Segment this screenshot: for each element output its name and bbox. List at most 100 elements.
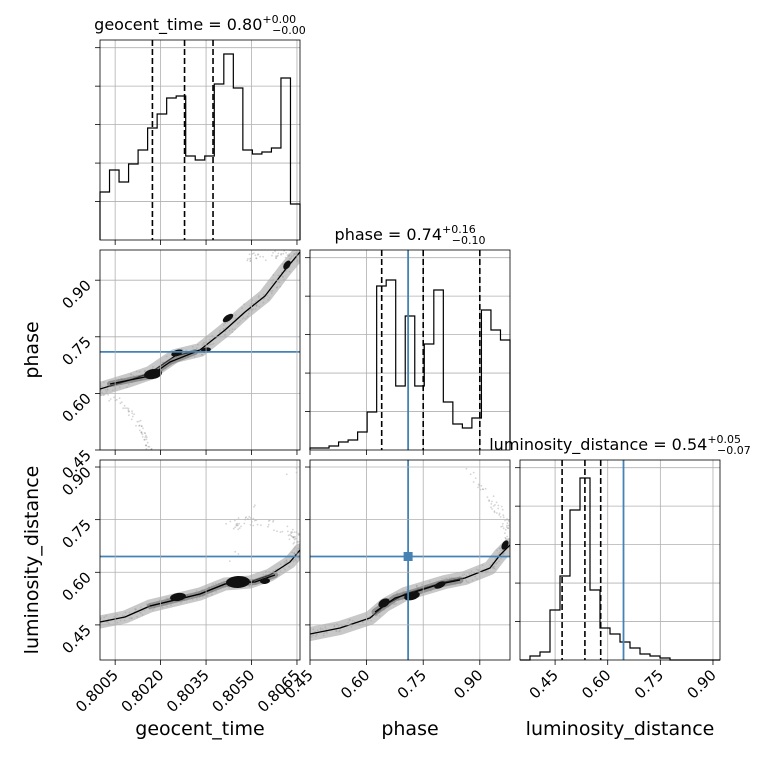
panel-title: geocent_time = 0.80+0.00 −0.00 xyxy=(94,13,306,37)
sample-dot xyxy=(234,526,237,529)
sample-dot xyxy=(501,522,504,525)
sample-dot xyxy=(256,523,259,526)
sample-dot xyxy=(477,486,479,489)
sample-dot xyxy=(127,409,130,412)
sample-dot xyxy=(249,524,252,526)
sample-dot xyxy=(267,520,270,522)
sample-dot xyxy=(234,550,237,553)
sample-dot xyxy=(289,533,291,536)
sample-dot xyxy=(474,477,477,479)
sample-dot xyxy=(486,496,489,498)
sample-dot xyxy=(247,258,249,260)
y-axis-label: phase xyxy=(21,321,43,378)
sample-dot xyxy=(491,508,493,510)
truth-marker xyxy=(403,551,413,561)
sample-dot xyxy=(276,255,278,258)
sample-dot xyxy=(277,254,279,257)
x-tick-label: 0.8005 xyxy=(72,666,122,716)
sample-dot xyxy=(298,534,300,536)
sample-dot xyxy=(144,444,147,447)
sample-dot xyxy=(228,560,231,562)
sample-dot xyxy=(290,531,292,533)
sample-dot xyxy=(288,538,291,541)
sample-dot xyxy=(493,511,496,514)
sample-dot xyxy=(501,525,504,528)
sample-dot xyxy=(124,407,126,409)
sample-dot xyxy=(502,514,505,517)
sample-dot xyxy=(237,528,240,531)
sample-dot xyxy=(272,520,274,523)
panel-frame xyxy=(99,459,301,661)
x-tick-label: 0.75 xyxy=(394,666,430,702)
sample-dot xyxy=(504,532,506,535)
panel-frame xyxy=(99,39,301,241)
sample-dot xyxy=(245,516,248,518)
sample-dot xyxy=(252,524,255,527)
sample-dot xyxy=(252,517,255,520)
sample-dot xyxy=(138,420,140,423)
sample-dot xyxy=(293,536,295,538)
sample-dot xyxy=(131,415,134,418)
x-tick-label: 0.60 xyxy=(337,666,373,702)
sample-dot xyxy=(254,504,256,507)
y-tick-label: 0.60 xyxy=(58,568,94,604)
sample-dot xyxy=(276,530,278,533)
histogram-luminosity_distance xyxy=(520,477,720,661)
sample-dot xyxy=(143,438,146,441)
density-peak xyxy=(434,581,446,589)
sample-dot xyxy=(512,539,514,541)
sample-dot xyxy=(109,398,112,400)
sample-dot xyxy=(119,402,122,405)
sample-dot xyxy=(255,257,258,260)
sample-dot xyxy=(502,527,505,530)
sample-dot xyxy=(469,473,472,476)
sample-dot xyxy=(294,537,297,540)
sample-dot xyxy=(131,412,134,415)
sample-dot xyxy=(145,448,148,450)
sample-dot xyxy=(495,512,498,514)
sample-dot xyxy=(235,524,238,527)
sample-dot xyxy=(248,253,251,256)
sample-dot xyxy=(140,431,143,434)
sample-dot xyxy=(275,257,278,259)
panel-frame xyxy=(309,459,511,661)
sample-dot xyxy=(267,523,270,526)
sample-dot xyxy=(123,404,126,407)
sample-dot xyxy=(293,531,296,533)
sample-dot xyxy=(147,445,150,448)
sample-dot xyxy=(281,530,284,533)
sample-dot xyxy=(130,418,133,421)
sample-dot xyxy=(138,429,141,432)
sample-dot xyxy=(506,522,509,524)
sample-dot xyxy=(282,252,285,255)
sample-dot xyxy=(506,535,509,538)
x-axis-label: luminosity_distance xyxy=(526,718,715,740)
sample-dot xyxy=(136,420,139,423)
sample-dot xyxy=(260,524,262,527)
panel-frame xyxy=(309,249,511,451)
sample-dot xyxy=(240,525,242,528)
density-peak xyxy=(283,260,291,270)
x-tick-label: 0.8050 xyxy=(208,666,258,716)
sample-dot xyxy=(248,515,251,518)
sample-dot xyxy=(272,252,274,254)
y-tick-label: 0.90 xyxy=(58,276,94,312)
sample-dot xyxy=(142,427,144,430)
density-peak xyxy=(222,313,234,323)
x-tick-label: 0.60 xyxy=(578,666,614,702)
y-tick-label: 0.75 xyxy=(58,516,94,552)
sample-dot xyxy=(472,471,475,474)
ridge-contour xyxy=(100,251,300,390)
sample-dot xyxy=(287,530,289,533)
sample-dot xyxy=(140,432,143,435)
sample-dot xyxy=(243,522,246,525)
sample-dot xyxy=(97,621,99,623)
sample-dot xyxy=(127,410,130,413)
sample-dot xyxy=(145,434,147,437)
sample-dot xyxy=(494,504,496,506)
sample-dot xyxy=(255,257,258,259)
sample-dot xyxy=(237,553,240,555)
panel-title: luminosity_distance = 0.54+0.05 −0.07 xyxy=(489,433,751,457)
sample-dot xyxy=(293,541,296,544)
sample-dot xyxy=(477,483,480,486)
